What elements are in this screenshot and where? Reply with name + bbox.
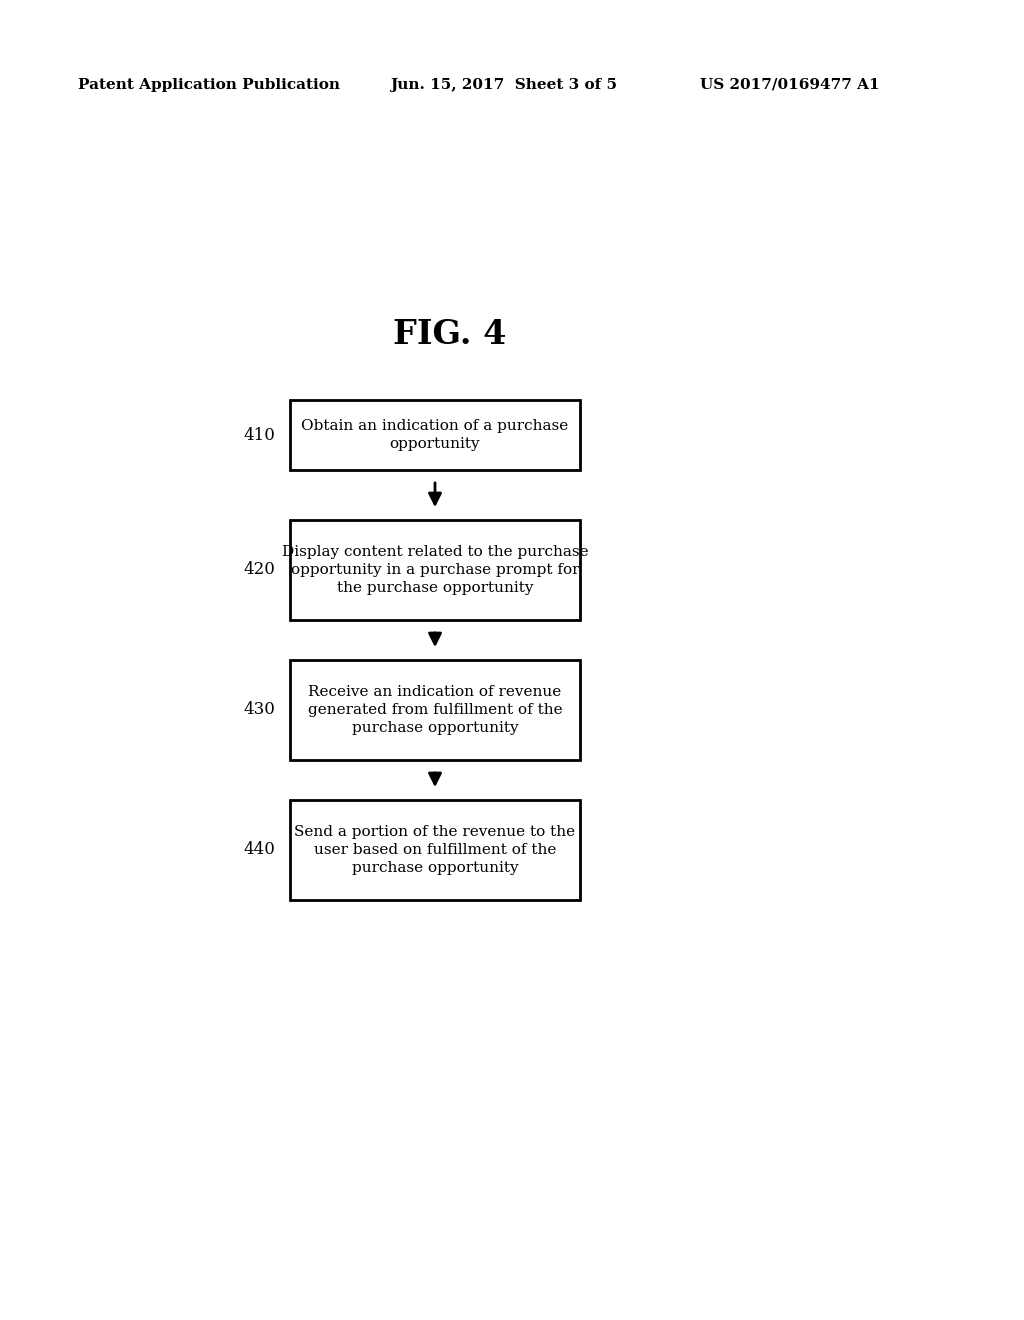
Text: Patent Application Publication: Patent Application Publication [78, 78, 340, 92]
Text: Display content related to the purchase
opportunity in a purchase prompt for
the: Display content related to the purchase … [282, 545, 589, 595]
Text: 410: 410 [243, 426, 275, 444]
Text: 420: 420 [243, 561, 275, 578]
Text: US 2017/0169477 A1: US 2017/0169477 A1 [700, 78, 880, 92]
Text: Obtain an indication of a purchase
opportunity: Obtain an indication of a purchase oppor… [301, 418, 568, 451]
Text: 440: 440 [243, 842, 275, 858]
Bar [290, 800, 580, 900]
Bar [290, 520, 580, 620]
Text: Jun. 15, 2017  Sheet 3 of 5: Jun. 15, 2017 Sheet 3 of 5 [390, 78, 617, 92]
Text: Receive an indication of revenue
generated from fulfillment of the
purchase oppo: Receive an indication of revenue generat… [307, 685, 562, 735]
Text: 430: 430 [243, 701, 275, 718]
Bar [290, 400, 580, 470]
Text: FIG. 4: FIG. 4 [393, 318, 507, 351]
Text: Send a portion of the revenue to the
user based on fulfillment of the
purchase o: Send a portion of the revenue to the use… [295, 825, 575, 875]
Bar [290, 660, 580, 760]
